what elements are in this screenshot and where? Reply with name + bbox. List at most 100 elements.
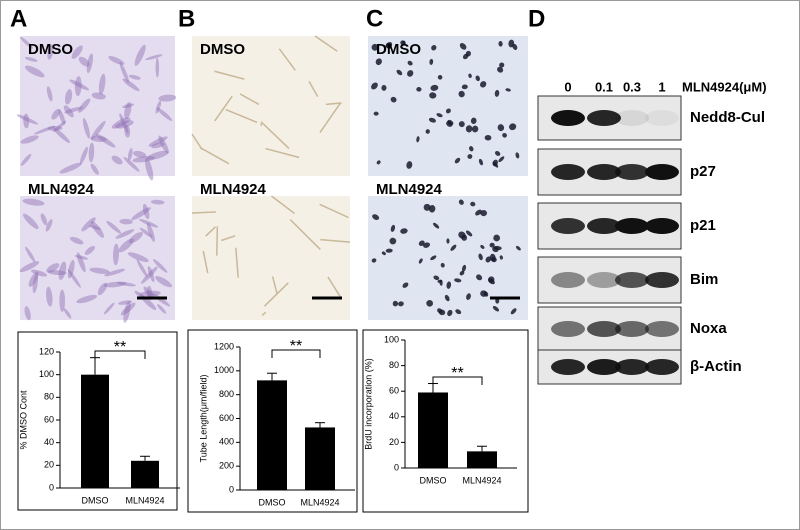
cell — [471, 125, 479, 133]
cell — [146, 222, 155, 242]
protein-label: Noxa — [690, 320, 727, 337]
x-tick-label: DMSO — [259, 497, 286, 507]
cell — [28, 271, 39, 287]
cell — [488, 278, 495, 285]
cell — [122, 78, 140, 92]
cell — [407, 60, 413, 66]
cell — [485, 256, 492, 263]
cell — [398, 301, 404, 307]
image-label: MLN4924 — [28, 181, 95, 198]
cell — [143, 286, 154, 300]
band — [615, 272, 649, 288]
band — [551, 272, 585, 288]
x-tick-label: DMSO — [420, 475, 447, 485]
significance-label: ** — [451, 365, 463, 382]
cell — [67, 269, 81, 288]
cell — [444, 294, 450, 302]
cell — [124, 125, 131, 138]
cell — [455, 309, 462, 315]
band — [551, 110, 585, 126]
tube — [261, 311, 267, 316]
bar — [418, 392, 448, 468]
cell — [116, 282, 136, 287]
cell — [78, 56, 90, 67]
y-tick-label: 800 — [219, 389, 234, 399]
cell — [32, 273, 39, 294]
band — [551, 359, 585, 375]
cell — [31, 269, 48, 277]
cell — [81, 217, 96, 232]
cell — [133, 150, 147, 158]
cell — [437, 308, 443, 314]
cell — [480, 209, 487, 217]
tube — [202, 250, 209, 274]
cell — [46, 263, 60, 273]
cell — [88, 142, 95, 163]
cell — [495, 150, 501, 156]
y-tick-label: 20 — [44, 460, 54, 470]
cell — [371, 82, 378, 90]
image-label: DMSO — [200, 41, 245, 58]
cell — [90, 120, 106, 140]
cell — [158, 94, 177, 102]
cell — [428, 205, 436, 213]
cell — [136, 259, 148, 278]
cell — [46, 86, 53, 102]
cell — [465, 230, 473, 237]
cell — [106, 220, 122, 234]
cell — [475, 209, 482, 216]
cell — [151, 142, 165, 149]
cell — [108, 56, 125, 65]
dose-label: 0.3 — [623, 79, 641, 94]
cell — [512, 43, 518, 50]
cell — [59, 289, 66, 312]
cell — [446, 281, 452, 289]
cell — [91, 92, 106, 100]
cell — [476, 274, 483, 281]
cell — [58, 109, 66, 125]
cell — [385, 248, 393, 253]
cell — [120, 302, 136, 316]
cell — [67, 260, 75, 279]
cell — [104, 268, 126, 277]
cell — [19, 261, 40, 273]
cell — [489, 242, 495, 248]
band — [645, 272, 679, 288]
band — [587, 164, 621, 180]
cell — [20, 36, 33, 49]
cell — [128, 74, 141, 80]
protein-label: p21 — [690, 217, 716, 234]
cell — [440, 262, 445, 268]
significance-bracket — [432, 376, 483, 385]
cell — [45, 219, 53, 232]
cell — [437, 74, 443, 80]
cell — [145, 54, 163, 60]
cell — [498, 40, 503, 47]
cell — [111, 155, 123, 165]
tube — [239, 93, 260, 106]
cell — [155, 57, 160, 78]
cell — [436, 113, 443, 118]
cell — [139, 227, 153, 238]
cell — [78, 98, 91, 113]
cell — [90, 135, 107, 142]
y-tick-label: 600 — [219, 413, 234, 423]
cell — [141, 266, 158, 284]
cell — [498, 156, 505, 163]
band — [645, 164, 679, 180]
cell — [389, 237, 397, 245]
cell — [458, 121, 465, 128]
cell — [95, 133, 116, 148]
cell — [24, 306, 31, 321]
dose-unit: MLN4924(μM) — [682, 79, 767, 94]
cell — [147, 266, 155, 283]
tube — [214, 70, 245, 80]
y-tick-label: 80 — [389, 360, 399, 370]
cell — [499, 255, 503, 260]
tube — [265, 147, 300, 159]
band — [645, 110, 679, 126]
cell — [466, 293, 471, 300]
cell — [430, 255, 437, 261]
cell — [371, 43, 379, 51]
y-tick-label: 0 — [394, 462, 399, 472]
